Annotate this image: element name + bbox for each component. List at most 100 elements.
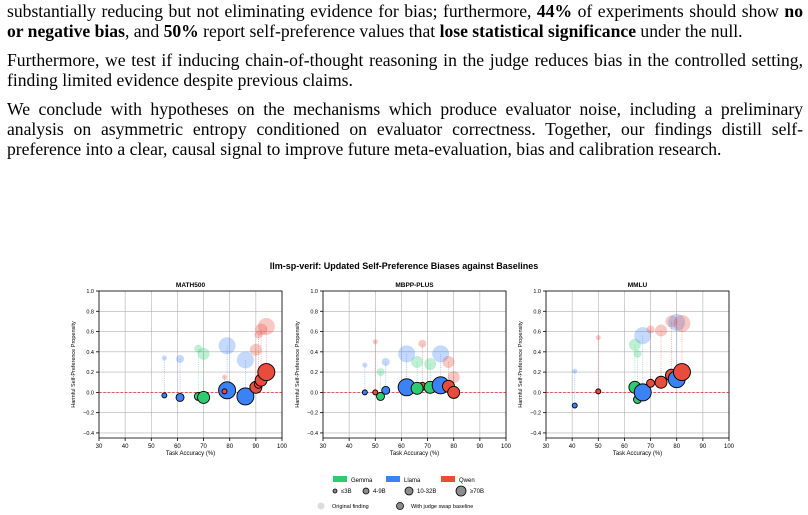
x-tick-label: 40 bbox=[122, 444, 129, 450]
y-axis-label: Harmful Self-Preference Propensity bbox=[295, 321, 301, 408]
x-axis-label: Task Accuracy (%) bbox=[166, 451, 215, 457]
figure-self-preference: llm-sp-verif: Updated Self-Preference Bi… bbox=[71, 261, 735, 510]
original-point bbox=[197, 347, 210, 360]
x-axis-label: Task Accuracy (%) bbox=[613, 451, 662, 457]
legend-size-label: ≤3B bbox=[341, 489, 352, 495]
x-tick-label: 90 bbox=[477, 444, 484, 450]
original-point bbox=[381, 357, 390, 366]
paragraph-results: substantially reducing but not eliminati… bbox=[7, 1, 803, 41]
swap-baseline-point bbox=[672, 363, 691, 382]
original-point bbox=[411, 355, 424, 368]
x-tick-label: 60 bbox=[174, 444, 181, 450]
bold-text: 50% bbox=[163, 20, 199, 41]
x-axis-label: Task Accuracy (%) bbox=[390, 451, 439, 457]
x-tick-label: 90 bbox=[700, 444, 707, 450]
original-point bbox=[595, 335, 601, 341]
legend-label-qwen: Qwen bbox=[459, 478, 475, 484]
swap-baseline-point bbox=[595, 388, 602, 395]
y-axis-label: Harmful Self-Preference Propensity bbox=[71, 321, 77, 408]
y-tick-label: −0.4 bbox=[83, 431, 94, 437]
y-tick-label: 0.8 bbox=[533, 309, 541, 315]
original-point bbox=[255, 323, 268, 336]
legend-label-llama: Llama bbox=[404, 478, 421, 484]
y-tick-label: −0.4 bbox=[530, 431, 541, 437]
x-tick-label: 30 bbox=[543, 444, 550, 450]
swap-baseline-point bbox=[571, 402, 578, 409]
original-point bbox=[249, 343, 262, 356]
y-tick-label: −0.4 bbox=[307, 431, 318, 437]
swap-baseline-point bbox=[646, 378, 656, 388]
legend-size-marker bbox=[332, 488, 338, 494]
original-point bbox=[432, 345, 450, 363]
bold-text: lose statistical significance bbox=[439, 20, 636, 41]
plot-frame bbox=[98, 290, 283, 439]
y-tick-label: 0.2 bbox=[310, 370, 318, 376]
x-tick-label: 70 bbox=[424, 444, 431, 450]
panel-title: MATH500 bbox=[176, 282, 206, 289]
legend-original-marker bbox=[317, 502, 325, 510]
original-point bbox=[218, 337, 236, 355]
y-tick-label: −0.2 bbox=[307, 411, 318, 417]
y-tick-label: 0.2 bbox=[86, 370, 94, 376]
chart-panel-math500: 30 40 50 60 70 80 90 100 1.0 0.8 0.6 0.4 0.2 0.0 −0.2 −… bbox=[71, 282, 288, 457]
x-tick-label: 80 bbox=[450, 444, 457, 450]
swap-baseline-point bbox=[221, 388, 228, 395]
x-tick-label: 80 bbox=[226, 444, 233, 450]
y-tick-label: 0.0 bbox=[533, 390, 541, 396]
original-point bbox=[655, 324, 668, 337]
original-point bbox=[176, 354, 185, 363]
swap-baseline-point bbox=[410, 381, 424, 395]
original-point bbox=[646, 325, 655, 334]
legend-size-marker bbox=[362, 487, 370, 495]
text-run: Furthermore, we test if inducing chain-o… bbox=[7, 50, 803, 90]
original-point bbox=[372, 339, 378, 345]
original-point bbox=[634, 327, 652, 345]
swap-baseline-point bbox=[447, 385, 461, 399]
bold-text: no or negative bias bbox=[7, 1, 803, 41]
y-tick-label: 1.0 bbox=[310, 289, 318, 295]
paragraph-conclusion: We conclude with hypotheses on the mecha… bbox=[7, 100, 803, 159]
x-tick-label: 60 bbox=[398, 444, 405, 450]
x-tick-label: 40 bbox=[569, 444, 576, 450]
x-tick-label: 30 bbox=[96, 444, 103, 450]
swap-baseline-point bbox=[381, 385, 391, 395]
x-tick-label: 50 bbox=[148, 444, 155, 450]
x-tick-label: 70 bbox=[200, 444, 207, 450]
x-tick-label: 70 bbox=[647, 444, 654, 450]
x-tick-label: 50 bbox=[372, 444, 379, 450]
swap-baseline-point bbox=[654, 375, 668, 389]
swap-baseline-point bbox=[376, 391, 385, 401]
legend-size-label: ≥70B bbox=[470, 489, 484, 495]
x-tick-label: 100 bbox=[277, 444, 288, 450]
original-point bbox=[673, 314, 691, 332]
figure-title: llm-sp-verif: Updated Self-Preference Bi… bbox=[270, 261, 539, 271]
text-run: report self-preference values that bbox=[198, 20, 440, 41]
y-tick-label: 0.6 bbox=[86, 330, 94, 336]
original-point bbox=[665, 315, 678, 328]
figure-legend: Gemma Llama Qwen ≤3B 4-9B 10-32B ≥70B Original … bbox=[317, 476, 484, 510]
y-tick-label: 0.2 bbox=[533, 370, 541, 376]
swap-baseline-point bbox=[161, 392, 168, 399]
y-tick-label: 0.0 bbox=[310, 390, 318, 396]
legend-swatch-llama bbox=[386, 476, 400, 482]
y-tick-label: 0.8 bbox=[310, 309, 318, 315]
legend-swatch-gemma bbox=[333, 476, 347, 482]
y-tick-label: 0.4 bbox=[310, 350, 318, 356]
x-tick-label: 50 bbox=[595, 444, 602, 450]
original-point bbox=[572, 368, 578, 374]
original-point bbox=[424, 357, 437, 370]
original-point bbox=[668, 313, 686, 331]
original-point bbox=[194, 344, 203, 353]
legend-size-label: 10-32B bbox=[417, 489, 436, 495]
x-tick-label: 90 bbox=[253, 444, 260, 450]
original-point bbox=[221, 374, 227, 380]
body-text: substantially reducing but not eliminati… bbox=[7, 1, 803, 169]
plot-frame bbox=[322, 290, 507, 439]
original-point bbox=[628, 338, 641, 351]
original-point bbox=[376, 368, 385, 377]
swap-baseline-point bbox=[257, 363, 276, 382]
x-tick-label: 80 bbox=[673, 444, 680, 450]
chart-panel-mbpp-plus: 30 40 50 60 70 80 90 100 1.0 0.8 0.6 0.4 0.2 0.0 −0.2 −… bbox=[295, 282, 512, 457]
original-point bbox=[398, 345, 416, 363]
y-tick-label: 1.0 bbox=[86, 289, 94, 295]
